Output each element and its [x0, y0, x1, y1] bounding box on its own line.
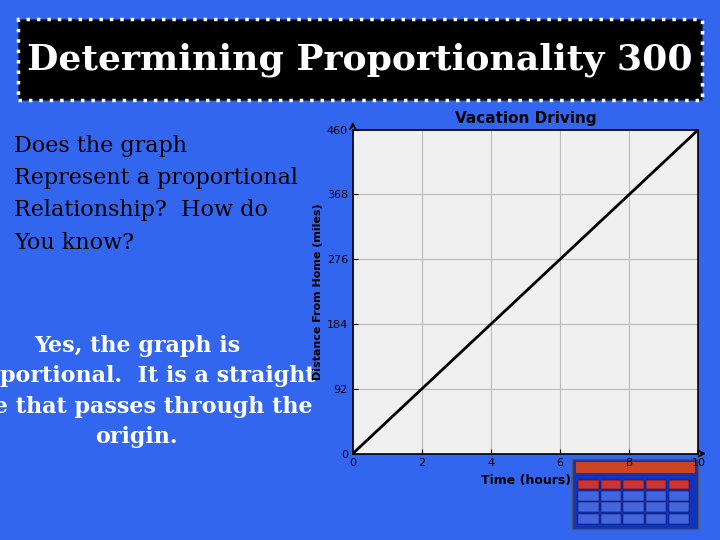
Title: Vacation Driving: Vacation Driving [455, 111, 596, 126]
Y-axis label: Distance From Home (miles): Distance From Home (miles) [312, 203, 323, 380]
Text: Determining Proportionality 300: Determining Proportionality 300 [27, 42, 693, 77]
Bar [624, 480, 644, 489]
Bar [572, 459, 698, 529]
Bar [669, 491, 689, 501]
Text: Yes, the graph is
proportional.  It is a straight
line that passes through the
o: Yes, the graph is proportional. It is a … [0, 335, 315, 448]
Bar [578, 480, 598, 489]
Bar [646, 514, 667, 524]
Bar [600, 514, 621, 524]
Bar [646, 491, 667, 501]
X-axis label: Time (hours): Time (hours) [480, 474, 571, 487]
Bar [669, 480, 689, 489]
Bar [646, 502, 667, 512]
FancyBboxPatch shape [18, 19, 702, 100]
Bar [624, 491, 644, 501]
Bar [600, 491, 621, 501]
Bar [646, 480, 667, 489]
Bar [578, 514, 598, 524]
Bar [576, 462, 695, 472]
Bar [578, 502, 598, 512]
Bar [669, 514, 689, 524]
Bar [624, 502, 644, 512]
Bar [669, 502, 689, 512]
Bar [600, 480, 621, 489]
Bar [578, 491, 598, 501]
Bar [600, 502, 621, 512]
Text: Does the graph
Represent a proportional
Relationship?  How do
You know?: Does the graph Represent a proportional … [14, 135, 298, 254]
Bar [624, 514, 644, 524]
